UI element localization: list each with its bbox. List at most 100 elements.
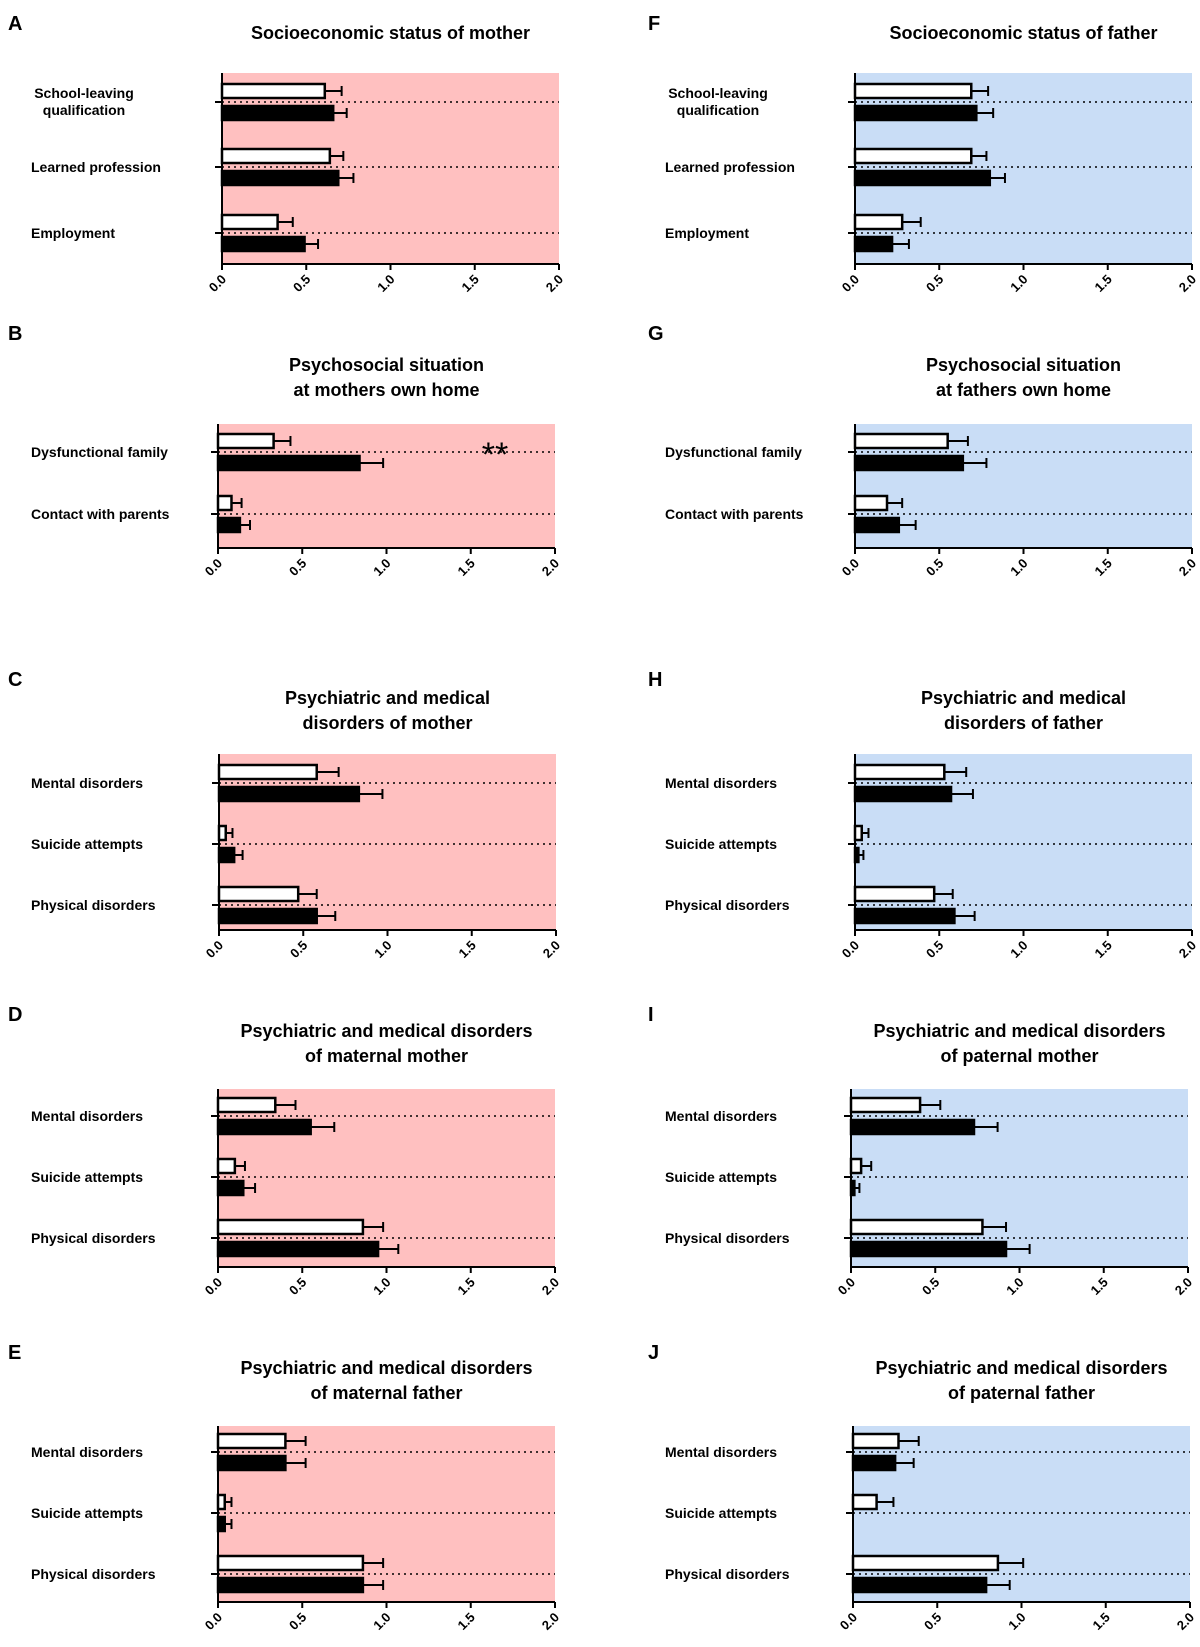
x-tick-label: 1.0 xyxy=(370,556,393,579)
x-tick-label: 1.5 xyxy=(458,272,481,295)
bar-filled xyxy=(853,785,953,803)
x-tick-label: 2.0 xyxy=(543,272,566,295)
category-label: Mental disorders xyxy=(665,1108,777,1124)
x-tick-label: 1.0 xyxy=(1007,938,1030,961)
bar-filled xyxy=(853,454,965,472)
panel-title: disorders of mother xyxy=(302,713,472,733)
bar-open xyxy=(216,1218,365,1236)
x-tick-label: 0.5 xyxy=(923,272,946,295)
panel-J: J Psychiatric and medical disorders of pat… xyxy=(648,1342,1197,1633)
x-tick-label: 2.0 xyxy=(540,938,563,961)
x-tick-label: 1.0 xyxy=(1007,556,1030,579)
panel-title: Psychiatric and medical disorders xyxy=(875,1358,1167,1378)
panel-letter: D xyxy=(8,1004,22,1026)
x-tick-label: 1.5 xyxy=(454,1275,477,1298)
panel-B: B Psychosocial situation at mothers own ho… xyxy=(8,323,562,579)
bar-open xyxy=(853,885,936,903)
bar-open xyxy=(853,147,973,165)
panel-G: G Psychosocial situation at fathers own ho… xyxy=(648,323,1199,579)
panel-title: of maternal father xyxy=(310,1383,462,1403)
panel-title: at fathers own home xyxy=(936,380,1111,400)
panel-letter: A xyxy=(8,13,22,35)
category-label: Physical disorders xyxy=(665,1230,790,1246)
category-label: Physical disorders xyxy=(665,1566,790,1582)
category-label: Mental disorders xyxy=(31,775,143,791)
category-label: Suicide attempts xyxy=(31,1169,143,1185)
bar-filled xyxy=(216,1515,226,1533)
x-tick-label: 0.0 xyxy=(203,938,226,961)
panel-letter: J xyxy=(648,1342,659,1364)
category-label: Suicide attempts xyxy=(31,1505,143,1521)
category-label: Learned profession xyxy=(665,159,795,175)
x-tick-label: 0.0 xyxy=(839,556,862,579)
panel-letter: F xyxy=(648,13,660,35)
category-label: Mental disorders xyxy=(665,775,777,791)
x-tick-label: 2.0 xyxy=(1174,1610,1197,1633)
x-tick-label: 0.5 xyxy=(921,1610,944,1633)
panel-title: Psychosocial situation xyxy=(289,355,484,375)
x-tick-label: 0.5 xyxy=(923,556,946,579)
panel-letter: E xyxy=(8,1342,21,1364)
x-tick-label: 1.0 xyxy=(1007,272,1030,295)
panel-title: Psychiatric and medical xyxy=(921,688,1126,708)
plot-background xyxy=(855,754,1192,930)
bar-open xyxy=(853,82,973,100)
bar-filled xyxy=(220,169,340,187)
x-tick-label: 0.0 xyxy=(202,1610,225,1633)
bar-filled xyxy=(853,104,978,122)
x-tick-label: 0.0 xyxy=(839,938,862,961)
x-tick-label: 1.0 xyxy=(370,1275,393,1298)
bar-filled xyxy=(849,1118,976,1136)
bar-open xyxy=(216,432,275,450)
x-tick-label: 0.5 xyxy=(286,556,309,579)
panel-C: C Psychiatric and medical disorders of mot… xyxy=(8,669,563,961)
category-label: Physical disorders xyxy=(31,1230,156,1246)
panel-D: D Psychiatric and medical disorders of mat… xyxy=(8,1004,562,1298)
panel-title: Psychiatric and medical xyxy=(285,688,490,708)
bar-open xyxy=(853,213,904,231)
bar-filled xyxy=(217,785,361,803)
x-tick-label: 0.5 xyxy=(286,1610,309,1633)
bar-open xyxy=(216,494,233,512)
bar-filled xyxy=(216,454,361,472)
plot-background xyxy=(219,754,556,930)
x-tick-label: 1.5 xyxy=(1087,1275,1110,1298)
bar-filled xyxy=(216,1576,365,1594)
bar-filled xyxy=(217,907,318,925)
bar-filled xyxy=(853,235,894,253)
x-tick-label: 1.5 xyxy=(1091,556,1114,579)
x-tick-label: 0.0 xyxy=(837,1610,860,1633)
x-tick-label: 1.0 xyxy=(1003,1275,1026,1298)
panel-title: at mothers own home xyxy=(293,380,479,400)
x-tick-label: 2.0 xyxy=(1176,556,1199,579)
bar-open xyxy=(220,147,332,165)
panel-title: disorders of father xyxy=(944,713,1103,733)
category-label: Suicide attempts xyxy=(665,1505,777,1521)
category-label: Employment xyxy=(31,225,115,241)
category-label: qualification xyxy=(677,102,759,118)
bar-filled xyxy=(217,846,236,864)
panel-title: Socioeconomic status of mother xyxy=(251,23,530,43)
bar-open xyxy=(220,82,327,100)
category-label: Dysfunctional family xyxy=(665,444,802,460)
panel-title: of paternal mother xyxy=(940,1046,1098,1066)
bar-open xyxy=(216,1554,365,1572)
x-tick-label: 2.0 xyxy=(1176,938,1199,961)
x-tick-label: 0.5 xyxy=(286,1275,309,1298)
category-label: Suicide attempts xyxy=(31,836,143,852)
bar-open xyxy=(851,1554,1000,1572)
bar-open xyxy=(851,1432,900,1450)
panel-H: H Psychiatric and medical disorders of fat… xyxy=(648,669,1199,961)
bar-open xyxy=(216,1157,237,1175)
bar-filled xyxy=(851,1454,897,1472)
bar-open xyxy=(853,432,949,450)
bar-open xyxy=(217,885,300,903)
category-label: Mental disorders xyxy=(31,1444,143,1460)
x-tick-label: 0.5 xyxy=(287,938,310,961)
category-label: Physical disorders xyxy=(31,897,156,913)
category-label: Mental disorders xyxy=(665,1444,777,1460)
bar-open xyxy=(849,1157,863,1175)
x-tick-label: 2.0 xyxy=(1172,1275,1195,1298)
x-tick-label: 0.0 xyxy=(839,272,862,295)
